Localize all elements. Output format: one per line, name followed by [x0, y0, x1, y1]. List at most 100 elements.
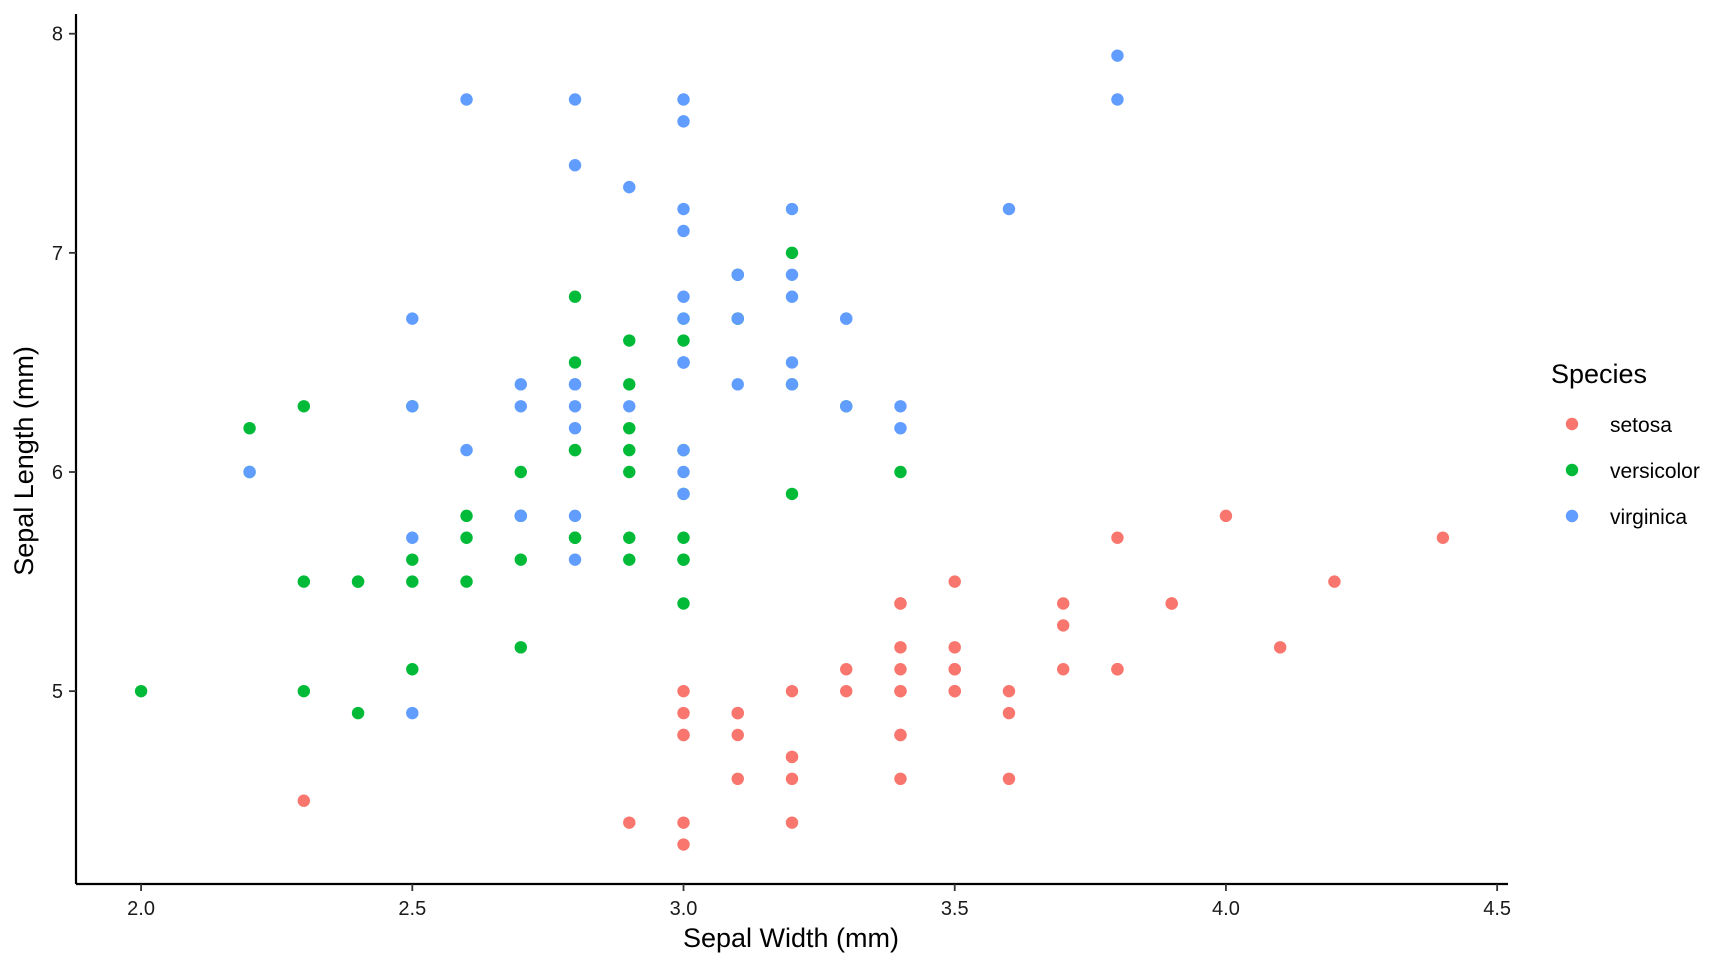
point-virginica	[243, 465, 256, 479]
points-layer	[134, 49, 1450, 851]
legend-key-versicolor	[1565, 463, 1579, 477]
point-setosa	[297, 794, 311, 807]
point-versicolor	[623, 531, 636, 544]
x-tick-label: 4.5	[1483, 898, 1511, 920]
point-setosa	[677, 816, 690, 829]
series-setosa	[297, 509, 1450, 851]
point-virginica	[731, 312, 744, 325]
series-virginica	[243, 49, 1124, 720]
point-setosa	[1111, 531, 1124, 544]
point-virginica	[840, 312, 853, 325]
point-virginica	[677, 93, 690, 106]
point-setosa	[677, 706, 690, 720]
point-virginica	[514, 378, 527, 391]
point-virginica	[568, 159, 582, 172]
point-virginica	[1111, 93, 1124, 106]
y-tick-label: 8	[52, 24, 63, 46]
point-virginica	[785, 202, 799, 216]
x-tick-label: 4.0	[1212, 898, 1240, 920]
point-setosa	[785, 816, 799, 829]
point-versicolor	[623, 465, 636, 479]
point-setosa	[677, 728, 690, 742]
point-versicolor	[297, 400, 311, 413]
point-setosa	[1328, 575, 1341, 588]
point-setosa	[948, 663, 961, 676]
point-virginica	[1002, 202, 1016, 216]
legend: Species setosa versicolor virginica	[1551, 359, 1700, 529]
legend-title: Species	[1551, 359, 1647, 389]
point-setosa	[731, 728, 744, 742]
point-versicolor	[514, 465, 527, 479]
point-versicolor	[677, 334, 690, 347]
point-setosa	[894, 728, 907, 742]
point-versicolor	[623, 334, 636, 347]
y-tick-label: 6	[52, 462, 63, 484]
point-versicolor	[568, 356, 582, 369]
point-versicolor	[406, 663, 419, 676]
point-virginica	[1111, 49, 1124, 62]
point-versicolor	[460, 531, 473, 544]
point-versicolor	[243, 421, 256, 435]
point-virginica	[894, 421, 907, 435]
point-virginica	[460, 443, 473, 457]
point-virginica	[677, 356, 690, 369]
point-versicolor	[297, 684, 311, 698]
point-virginica	[785, 378, 799, 391]
point-versicolor	[460, 575, 473, 588]
point-versicolor	[623, 553, 636, 566]
legend-item-virginica: virginica	[1565, 506, 1687, 529]
point-virginica	[677, 487, 690, 501]
point-virginica	[460, 93, 473, 106]
point-versicolor	[677, 553, 690, 566]
point-versicolor	[351, 575, 365, 588]
point-versicolor	[134, 684, 148, 698]
point-setosa	[731, 706, 744, 720]
series-versicolor	[134, 246, 907, 720]
point-setosa	[948, 641, 961, 654]
legend-label-virginica: virginica	[1610, 506, 1687, 529]
point-setosa	[623, 816, 636, 829]
point-virginica	[677, 465, 690, 479]
x-tick-label: 3.0	[670, 898, 698, 920]
point-setosa	[731, 772, 744, 786]
point-setosa	[1219, 509, 1233, 523]
point-virginica	[731, 378, 744, 391]
point-setosa	[1002, 706, 1016, 720]
point-versicolor	[623, 378, 636, 391]
point-virginica	[731, 268, 744, 281]
point-virginica	[568, 509, 582, 523]
point-versicolor	[514, 641, 527, 654]
point-virginica	[677, 115, 690, 128]
point-virginica	[568, 400, 582, 413]
point-versicolor	[297, 575, 311, 588]
legend-label-versicolor: versicolor	[1610, 460, 1700, 483]
point-versicolor	[623, 421, 636, 435]
point-virginica	[677, 224, 690, 238]
point-virginica	[406, 531, 419, 544]
point-virginica	[840, 400, 853, 413]
x-tick-label: 2.5	[398, 898, 426, 920]
point-setosa	[894, 597, 907, 610]
point-virginica	[406, 706, 419, 720]
point-virginica	[623, 180, 636, 194]
point-versicolor	[568, 290, 582, 303]
point-virginica	[677, 202, 690, 216]
point-versicolor	[351, 706, 365, 720]
point-versicolor	[785, 246, 799, 260]
legend-key-virginica	[1565, 509, 1579, 523]
point-versicolor	[677, 597, 690, 610]
point-versicolor	[568, 531, 582, 544]
point-setosa	[1057, 619, 1070, 632]
point-virginica	[623, 400, 636, 413]
point-setosa	[785, 750, 799, 764]
legend-label-setosa: setosa	[1610, 414, 1672, 437]
point-versicolor	[568, 443, 582, 457]
point-setosa	[948, 575, 961, 588]
x-tick-label: 2.0	[127, 898, 155, 920]
point-setosa	[785, 772, 799, 786]
legend-item-setosa: setosa	[1565, 414, 1672, 437]
point-versicolor	[514, 553, 527, 566]
axes-layer	[74, 14, 1508, 886]
